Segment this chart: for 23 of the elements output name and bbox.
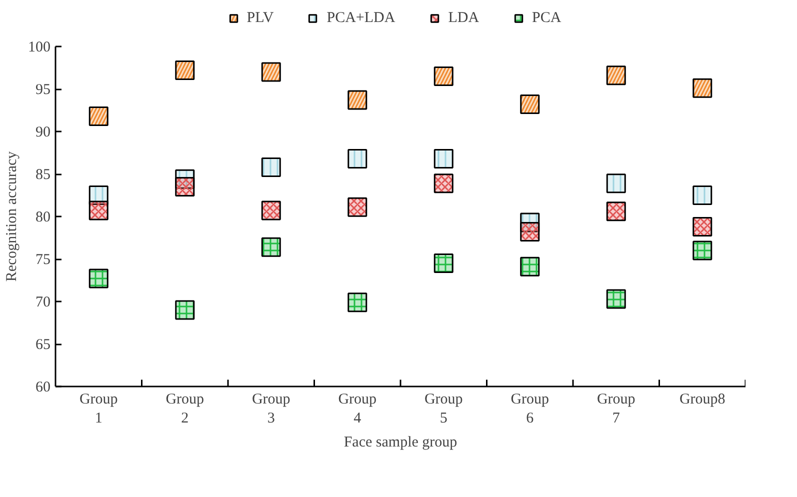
legend-label: PLV <box>246 10 274 26</box>
x-tick-label: Group 3 <box>252 392 290 427</box>
x-tick-label: Group 1 <box>79 392 118 427</box>
y-tick-label: 100 <box>28 40 50 56</box>
y-tick-label: 95 <box>36 82 50 98</box>
y-tick-label: 75 <box>36 252 50 268</box>
legend-label: PCA+LDA <box>326 10 396 26</box>
x-tick-label: Group 6 <box>510 392 550 427</box>
x-axis-title: Face sample group <box>344 434 458 451</box>
y-tick-label: 65 <box>36 337 50 353</box>
y-tick-label: 70 <box>36 294 50 310</box>
y-tick-label: 90 <box>36 124 50 140</box>
x-tick-label: Group 5 <box>424 392 463 427</box>
y-tick-label: 80 <box>36 210 50 226</box>
y-axis-title: Recognition accuracy <box>4 150 20 282</box>
x-tick-label: Group 7 <box>596 392 636 427</box>
y-tick-label: 60 <box>36 380 50 396</box>
x-tick-label: Group 2 <box>166 392 204 427</box>
y-tick-label: 85 <box>36 167 50 183</box>
x-tick-label: Group 4 <box>338 392 377 427</box>
x-tick-label: Group8 <box>679 392 726 408</box>
legend-label: PCA <box>532 10 562 26</box>
legend-label: LDA <box>448 10 480 26</box>
